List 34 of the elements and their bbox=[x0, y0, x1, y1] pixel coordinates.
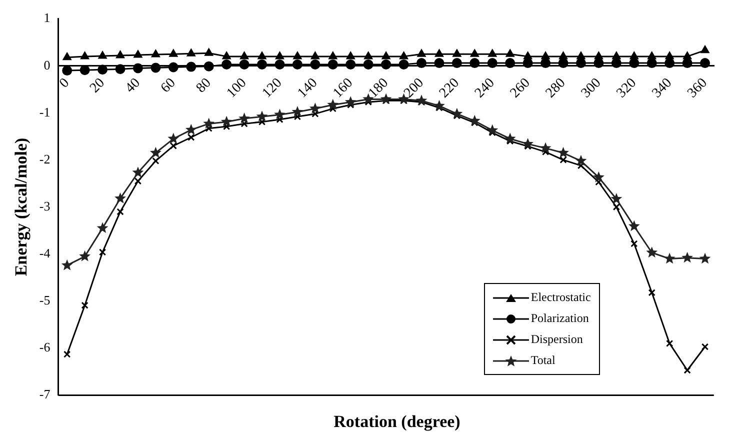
x-tick-label: 280 bbox=[543, 76, 569, 102]
y-tick-label: -6 bbox=[39, 340, 51, 355]
x-tick-label: 260 bbox=[508, 76, 534, 102]
x-tick-label: 0 bbox=[56, 76, 73, 92]
x-tick-label: 60 bbox=[158, 76, 179, 96]
y-axis-title: Energy (kcal/mole) bbox=[12, 138, 31, 276]
x-tick-label: 180 bbox=[366, 76, 392, 102]
x-tick-label: 240 bbox=[472, 76, 498, 102]
legend-label: Dispersion bbox=[530, 332, 583, 348]
x-tick-label: 160 bbox=[330, 76, 356, 102]
x-tick-label: 200 bbox=[401, 76, 427, 102]
y-tick-label: -7 bbox=[39, 386, 51, 402]
y-tick-label: 0 bbox=[44, 57, 50, 72]
x-tick-label: 40 bbox=[122, 76, 144, 96]
x-tick-label: 220 bbox=[436, 76, 462, 102]
legend-label: Total bbox=[530, 353, 556, 368]
legend-label: Polarization bbox=[530, 311, 589, 326]
y-tick-label: 1 bbox=[44, 10, 50, 26]
y-tick-label: -4 bbox=[39, 245, 51, 260]
x-tick-label: 120 bbox=[260, 76, 286, 102]
x-tick-label: 360 bbox=[684, 76, 710, 102]
x-tick-label: 20 bbox=[87, 76, 108, 96]
y-tick-label: -1 bbox=[39, 104, 50, 120]
x-tick-label: 340 bbox=[650, 76, 675, 102]
x-tick-label: 300 bbox=[578, 76, 604, 102]
legend-label: Electrostatic bbox=[530, 290, 591, 306]
y-tick-label: -5 bbox=[39, 292, 50, 308]
y-tick-label: -2 bbox=[39, 151, 50, 166]
x-tick-label: 100 bbox=[224, 76, 250, 102]
x-tick-label: 140 bbox=[295, 76, 321, 102]
x-axis-title: Rotation (degree) bbox=[332, 412, 462, 432]
x-tick-label: 320 bbox=[614, 76, 640, 102]
y-tick-label: -3 bbox=[39, 198, 50, 214]
x-tick-label: 80 bbox=[194, 76, 214, 96]
